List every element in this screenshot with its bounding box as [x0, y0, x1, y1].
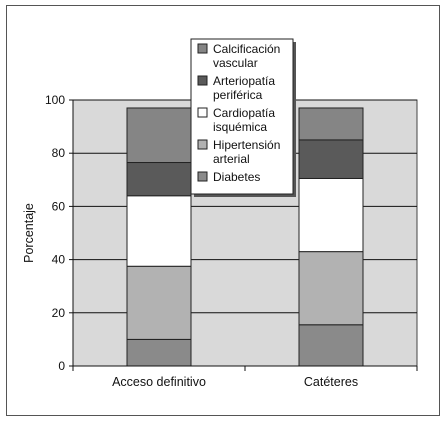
- legend-label: periférica: [213, 88, 263, 102]
- y-tick-label: 60: [52, 199, 66, 213]
- bar-segment: [298, 251, 364, 326]
- legend-label: arterial: [213, 152, 250, 166]
- legend-swatch: [197, 171, 208, 182]
- x-category-label: Acceso definitivo: [112, 375, 206, 389]
- legend-swatch: [197, 75, 208, 86]
- legend-swatch: [197, 139, 208, 150]
- bar-segment: [298, 139, 364, 179]
- x-category-labels: Acceso definitivo Catéteres: [112, 375, 358, 389]
- legend-label: Calcificación: [213, 42, 280, 56]
- bar-segment: [126, 162, 192, 197]
- bar-segment: [298, 324, 364, 367]
- axes: [69, 99, 418, 371]
- bar-segment: [126, 107, 192, 164]
- bar-segment: [298, 107, 364, 141]
- legend-label: isquémica: [213, 120, 267, 134]
- y-tick-label: 80: [52, 146, 66, 160]
- legend-label: Cardiopatía: [213, 106, 275, 120]
- legend-label: Hipertensión: [213, 138, 280, 152]
- y-tick-label: 40: [52, 253, 66, 267]
- y-axis-label: Porcentaje: [22, 203, 36, 263]
- bar-segment: [126, 195, 192, 267]
- legend-label: Diabetes: [213, 170, 260, 184]
- y-tick-labels: 0 20 40 60 80 100: [45, 93, 65, 373]
- bar-segment: [126, 265, 192, 340]
- bar-segment: [126, 338, 192, 367]
- chart-frame: 0 20 40 60 80 100 Acceso definitivo Catéteres …: [6, 5, 440, 416]
- legend-swatch: [197, 107, 208, 118]
- legend-swatch: [197, 43, 208, 54]
- bars: [126, 107, 364, 367]
- legend-label: vascular: [213, 56, 258, 70]
- legend-box: [190, 38, 294, 195]
- legend-label: Arteriopatía: [213, 74, 275, 88]
- x-category-label: Catéteres: [304, 375, 358, 389]
- y-tick-label: 100: [45, 93, 65, 107]
- bar-segment: [298, 177, 364, 253]
- y-tick-label: 0: [58, 359, 65, 373]
- y-tick-label: 20: [52, 306, 66, 320]
